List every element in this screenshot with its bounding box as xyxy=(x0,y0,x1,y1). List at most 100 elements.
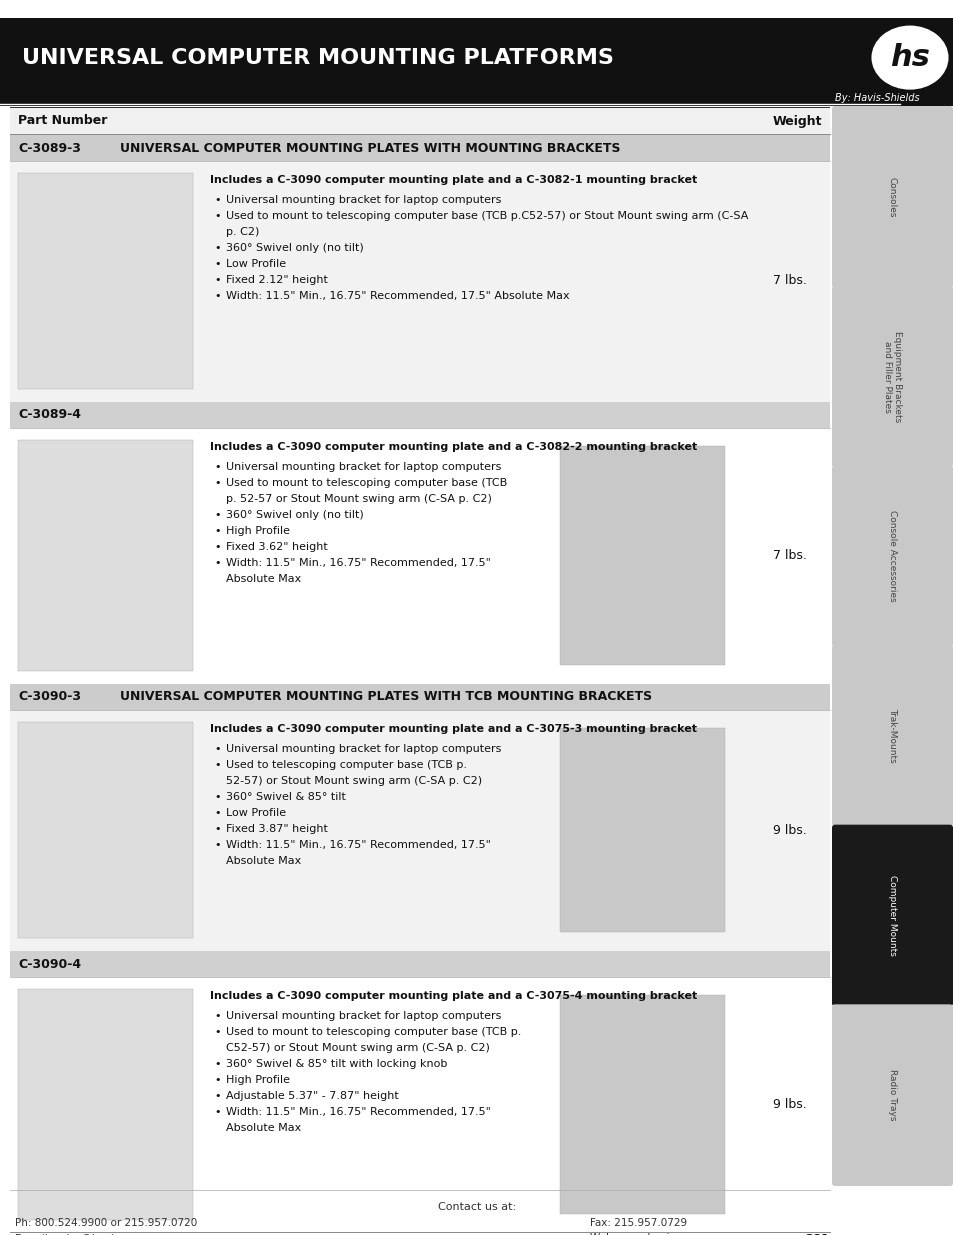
FancyBboxPatch shape xyxy=(831,825,952,1007)
FancyBboxPatch shape xyxy=(831,285,952,467)
Text: Radio Trays: Radio Trays xyxy=(887,1070,896,1121)
Text: Universal mounting bracket for laptop computers: Universal mounting bracket for laptop co… xyxy=(226,462,501,472)
Text: Used to mount to telescoping computer base (TCB: Used to mount to telescoping computer ba… xyxy=(226,478,507,488)
Text: Includes a C-3090 computer mounting plate and a C-3082-2 mounting bracket: Includes a C-3090 computer mounting plat… xyxy=(210,442,697,452)
Text: Fixed 3.62" height: Fixed 3.62" height xyxy=(226,542,328,552)
Text: Includes a C-3090 computer mounting plate and a C-3082-1 mounting bracket: Includes a C-3090 computer mounting plat… xyxy=(210,175,697,185)
Text: •: • xyxy=(213,462,220,472)
Text: Includes a C-3090 computer mounting plate and a C-3075-4 mounting bracket: Includes a C-3090 computer mounting plat… xyxy=(210,990,697,1002)
Text: •: • xyxy=(213,291,220,301)
Text: •: • xyxy=(213,1091,220,1100)
Text: C61: C61 xyxy=(802,1233,829,1235)
Text: C-3089-3: C-3089-3 xyxy=(18,142,81,154)
Bar xyxy=(10,107,829,135)
Text: UNIVERSAL COMPUTER MOUNTING PLATFORMS: UNIVERSAL COMPUTER MOUNTING PLATFORMS xyxy=(22,48,613,68)
Text: Absolute Max: Absolute Max xyxy=(226,574,301,584)
Text: Fixed 3.87" height: Fixed 3.87" height xyxy=(226,824,328,834)
Text: Universal mounting bracket for laptop computers: Universal mounting bracket for laptop co… xyxy=(226,195,501,205)
Text: Adjustable 5.37" - 7.87" height: Adjustable 5.37" - 7.87" height xyxy=(226,1091,398,1100)
Text: •: • xyxy=(213,542,220,552)
Text: •: • xyxy=(213,195,220,205)
FancyBboxPatch shape xyxy=(831,466,952,647)
Text: Trak-Mounts: Trak-Mounts xyxy=(887,709,896,763)
Text: 9 lbs.: 9 lbs. xyxy=(772,1098,806,1112)
Text: •: • xyxy=(213,808,220,818)
Text: •: • xyxy=(213,1028,220,1037)
Text: •: • xyxy=(213,259,220,269)
Text: Width: 11.5" Min., 16.75" Recommended, 17.5": Width: 11.5" Min., 16.75" Recommended, 1… xyxy=(226,840,491,850)
Bar xyxy=(10,684,829,951)
Text: •: • xyxy=(213,558,220,568)
Text: Width: 11.5" Min., 16.75" Recommended, 17.5": Width: 11.5" Min., 16.75" Recommended, 1… xyxy=(226,558,491,568)
Text: Absolute Max: Absolute Max xyxy=(226,1123,301,1132)
Text: •: • xyxy=(213,760,220,769)
Text: High Profile: High Profile xyxy=(226,1074,290,1086)
Bar xyxy=(559,995,724,1214)
Text: Width: 11.5" Min., 16.75" Recommended, 17.5": Width: 11.5" Min., 16.75" Recommended, 1… xyxy=(226,1107,491,1116)
FancyBboxPatch shape xyxy=(831,1004,952,1186)
Text: •: • xyxy=(213,1058,220,1070)
Text: Equipment Brackets
and Filler Plates: Equipment Brackets and Filler Plates xyxy=(882,331,902,422)
Text: •: • xyxy=(213,526,220,536)
Text: Used to mount to telescoping computer base (TCB p.C52-57) or Stout Mount swing a: Used to mount to telescoping computer ba… xyxy=(226,211,747,221)
Text: Low Profile: Low Profile xyxy=(226,808,286,818)
Text: p. C2): p. C2) xyxy=(226,227,259,237)
Text: •: • xyxy=(213,824,220,834)
Text: •: • xyxy=(213,792,220,802)
Text: C52-57) or Stout Mount swing arm (C-SA p. C2): C52-57) or Stout Mount swing arm (C-SA p… xyxy=(226,1044,489,1053)
Text: Universal mounting bracket for laptop computers: Universal mounting bracket for laptop co… xyxy=(226,743,501,755)
Ellipse shape xyxy=(872,27,946,89)
Text: 52-57) or Stout Mount swing arm (C-SA p. C2): 52-57) or Stout Mount swing arm (C-SA p.… xyxy=(226,776,481,785)
Text: Web: www.havis.com: Web: www.havis.com xyxy=(589,1233,700,1235)
Text: •: • xyxy=(213,510,220,520)
Text: 360° Swivel & 85° tilt with locking knob: 360° Swivel & 85° tilt with locking knob xyxy=(226,1058,447,1070)
Bar xyxy=(10,951,829,1233)
Text: Universal mounting bracket for laptop computers: Universal mounting bracket for laptop co… xyxy=(226,1011,501,1021)
Text: Used to mount to telescoping computer base (TCB p.: Used to mount to telescoping computer ba… xyxy=(226,1028,521,1037)
Text: 360° Swivel & 85° tilt: 360° Swivel & 85° tilt xyxy=(226,792,346,802)
Text: •: • xyxy=(213,1074,220,1086)
Text: By: Havis-Shields: By: Havis-Shields xyxy=(834,93,919,103)
Text: Ph: 800.524.9900 or 215.957.0720: Ph: 800.524.9900 or 215.957.0720 xyxy=(15,1218,197,1228)
Text: C-3089-4: C-3089-4 xyxy=(18,409,81,421)
FancyBboxPatch shape xyxy=(831,106,952,288)
FancyBboxPatch shape xyxy=(831,645,952,826)
Bar xyxy=(10,403,829,429)
Text: Used to telescoping computer base (TCB p.: Used to telescoping computer base (TCB p… xyxy=(226,760,467,769)
Bar xyxy=(10,135,829,161)
Text: UNIVERSAL COMPUTER MOUNTING PLATES WITH MOUNTING BRACKETS: UNIVERSAL COMPUTER MOUNTING PLATES WITH … xyxy=(120,142,619,154)
Text: Width: 11.5" Min., 16.75" Recommended, 17.5" Absolute Max: Width: 11.5" Min., 16.75" Recommended, 1… xyxy=(226,291,569,301)
Text: 360° Swivel only (no tilt): 360° Swivel only (no tilt) xyxy=(226,510,363,520)
Bar xyxy=(18,722,193,939)
Text: C-3090-4: C-3090-4 xyxy=(18,957,81,971)
Text: 7 lbs.: 7 lbs. xyxy=(772,274,806,288)
Text: •: • xyxy=(213,211,220,221)
Bar xyxy=(0,0,953,19)
Text: Part Number: Part Number xyxy=(18,115,108,127)
Text: •: • xyxy=(213,743,220,755)
Text: C-3090-3: C-3090-3 xyxy=(18,690,81,704)
Bar xyxy=(0,19,953,106)
Text: Fixed 2.12" height: Fixed 2.12" height xyxy=(226,275,328,285)
Bar xyxy=(18,989,193,1220)
Text: •: • xyxy=(213,275,220,285)
Text: hs: hs xyxy=(889,43,929,72)
Bar xyxy=(10,684,829,710)
Text: 7 lbs.: 7 lbs. xyxy=(772,550,806,562)
Text: Low Profile: Low Profile xyxy=(226,259,286,269)
Text: •: • xyxy=(213,1107,220,1116)
Bar xyxy=(559,446,724,664)
Text: •: • xyxy=(213,840,220,850)
Bar xyxy=(559,727,724,932)
Bar xyxy=(18,440,193,671)
Text: UNIVERSAL COMPUTER MOUNTING PLATES WITH TCB MOUNTING BRACKETS: UNIVERSAL COMPUTER MOUNTING PLATES WITH … xyxy=(120,690,652,704)
Text: Console Accessories: Console Accessories xyxy=(887,510,896,601)
Text: •: • xyxy=(213,1011,220,1021)
Text: Contact us at:: Contact us at: xyxy=(437,1202,516,1212)
Text: 9 lbs.: 9 lbs. xyxy=(772,824,806,836)
Text: High Profile: High Profile xyxy=(226,526,290,536)
Bar xyxy=(10,135,829,403)
Text: Consoles: Consoles xyxy=(887,177,896,217)
Text: E-mail: sales@havis.com: E-mail: sales@havis.com xyxy=(15,1233,145,1235)
Text: •: • xyxy=(213,478,220,488)
